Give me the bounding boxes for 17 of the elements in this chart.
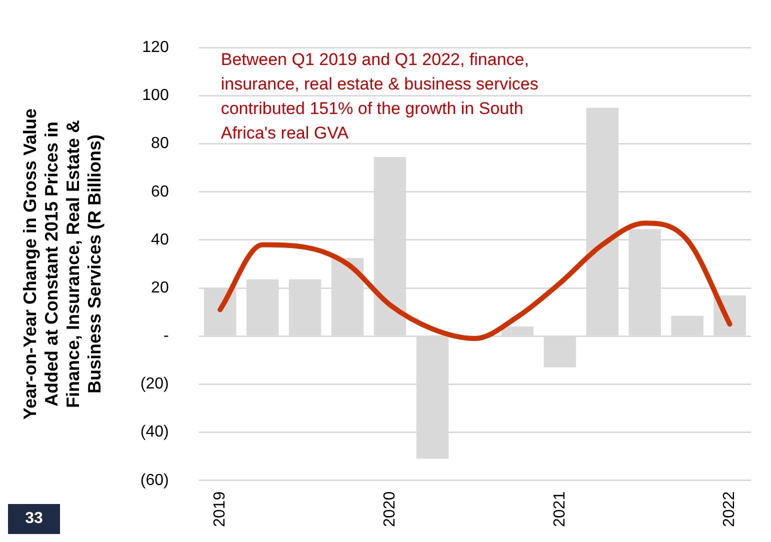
y-tick-label: (20) xyxy=(140,376,169,393)
text: 33 xyxy=(8,504,60,534)
y-tick-label: (40) xyxy=(140,424,169,441)
y-tick-label: 80 xyxy=(151,135,169,152)
annotation: Between Q1 2019 and Q1 2022, finance, insurance, real estate & business services contributed 151% of the growth in South Africa's real GVA xyxy=(220,50,538,142)
y-axis-title: Year-on-Year Change in Gross Value Added at Constant 2015 Prices in Finance, Insurance, Real Estate & Business Services (R Billions) xyxy=(20,108,105,420)
x-tick-label: 2022 xyxy=(721,491,738,527)
y-tick-label: (60) xyxy=(140,472,169,489)
y-tick-label: 40 xyxy=(151,231,169,248)
x-tick-label: 2019 xyxy=(211,491,228,527)
y-tick-label: 120 xyxy=(142,39,169,56)
y-tick-label: 100 xyxy=(142,87,169,104)
y-tick-label: 20 xyxy=(151,279,169,296)
y-tick-label: - xyxy=(164,328,169,345)
x-tick-label: 2021 xyxy=(551,491,568,527)
y-tick-label: 60 xyxy=(151,183,169,200)
x-tick-label: 2020 xyxy=(381,491,398,527)
